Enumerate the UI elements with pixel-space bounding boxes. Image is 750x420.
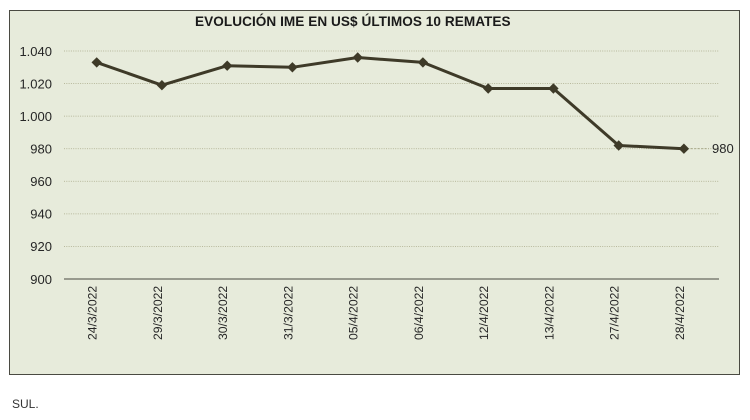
svg-text:980: 980 bbox=[712, 141, 734, 156]
svg-text:27/4/2022: 27/4/2022 bbox=[608, 286, 622, 340]
svg-text:13/4/2022: 13/4/2022 bbox=[542, 286, 556, 340]
svg-text:1.040: 1.040 bbox=[19, 44, 52, 59]
svg-text:31/3/2022: 31/3/2022 bbox=[281, 286, 295, 340]
svg-text:1.000: 1.000 bbox=[19, 109, 52, 124]
svg-text:29/3/2022: 29/3/2022 bbox=[151, 286, 165, 340]
svg-text:12/4/2022: 12/4/2022 bbox=[477, 286, 491, 340]
svg-text:960: 960 bbox=[30, 174, 52, 189]
svg-text:980: 980 bbox=[30, 142, 52, 157]
svg-text:920: 920 bbox=[30, 239, 52, 254]
svg-text:06/4/2022: 06/4/2022 bbox=[412, 286, 426, 340]
svg-text:28/4/2022: 28/4/2022 bbox=[673, 286, 687, 340]
svg-text:30/3/2022: 30/3/2022 bbox=[216, 286, 230, 340]
svg-text:1.020: 1.020 bbox=[19, 76, 52, 91]
svg-text:900: 900 bbox=[30, 272, 52, 287]
svg-text:05/4/2022: 05/4/2022 bbox=[347, 286, 361, 340]
svg-text:940: 940 bbox=[30, 207, 52, 222]
svg-text:24/3/2022: 24/3/2022 bbox=[86, 286, 100, 340]
